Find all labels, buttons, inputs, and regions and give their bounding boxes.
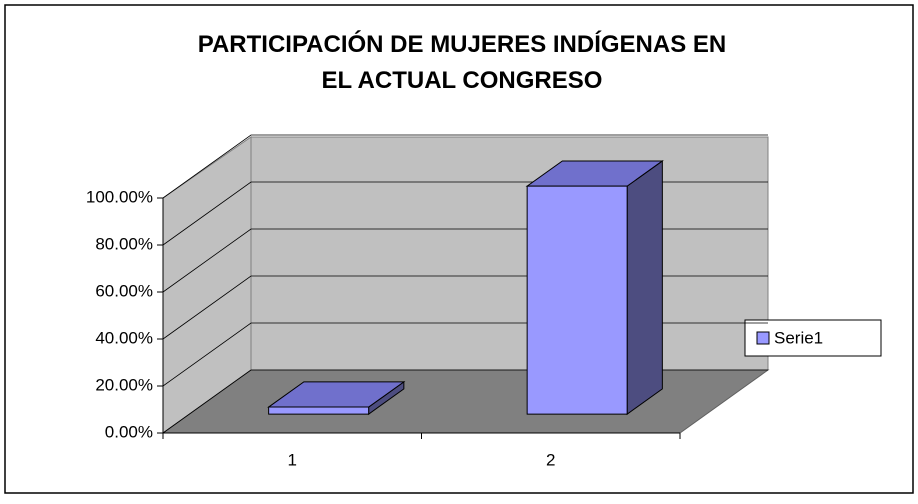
y-tick-label: 20.00%: [95, 375, 153, 394]
bar: [526, 185, 628, 415]
back-wall: [250, 136, 769, 371]
legend-label: Serie1: [774, 328, 823, 347]
y-tick-label: 40.00%: [95, 328, 153, 347]
bar: [268, 406, 370, 415]
y-tick-label: 60.00%: [95, 281, 153, 300]
chart-title: PARTICIPACIÓN DE MUJERES INDÍGENAS EN EL …: [198, 30, 727, 94]
floor: [161, 369, 770, 434]
y-tick-label: 100.00%: [86, 187, 153, 206]
x-tick-label: 1: [288, 450, 297, 469]
legend-swatch: [756, 331, 770, 345]
bar-side: [626, 159, 663, 416]
y-tick-label: 80.00%: [95, 234, 153, 253]
y-tick-label: 0.00%: [105, 422, 153, 441]
x-tick-label: 2: [546, 450, 555, 469]
grid-line: [162, 134, 768, 199]
